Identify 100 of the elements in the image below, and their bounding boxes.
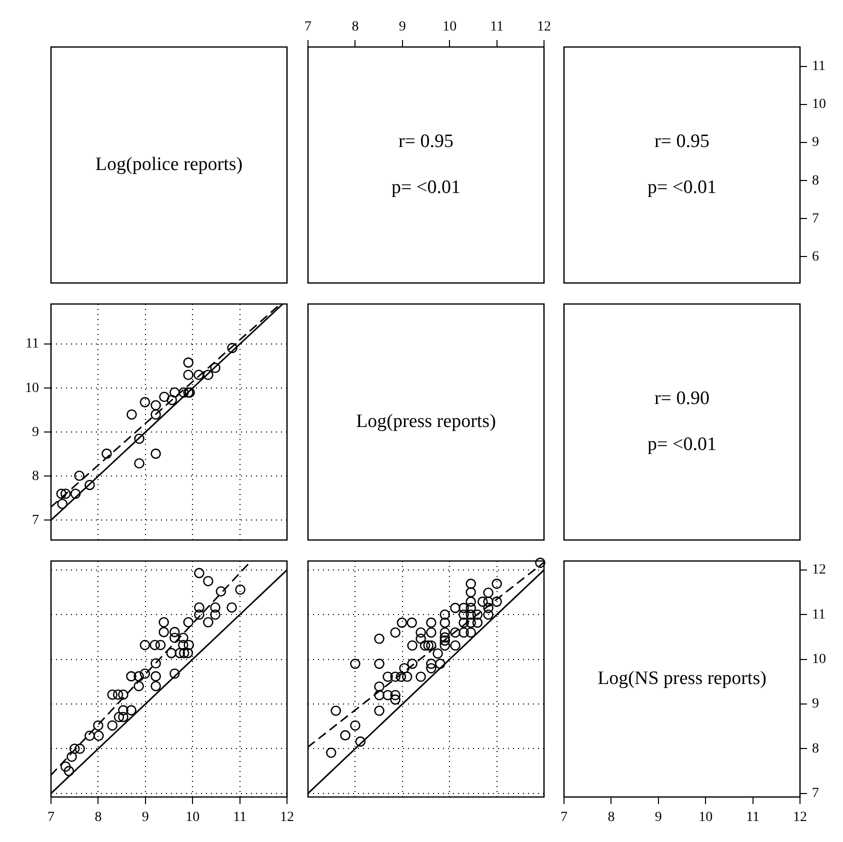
point bbox=[170, 387, 180, 398]
point bbox=[227, 342, 238, 354]
point bbox=[112, 689, 124, 700]
y-tick-label: 11 bbox=[26, 336, 39, 352]
point bbox=[170, 668, 180, 679]
point bbox=[107, 720, 118, 731]
x-tick-label: 9 bbox=[398, 19, 406, 34]
y-tick-label: 9 bbox=[32, 424, 39, 440]
x-tick-label: 12 bbox=[793, 810, 807, 826]
x-tick-label: 11 bbox=[233, 810, 247, 826]
annotation: p= <0.01 bbox=[648, 177, 716, 199]
x-tick-label: 12 bbox=[537, 19, 551, 34]
point bbox=[178, 632, 188, 644]
point bbox=[194, 568, 204, 578]
x-tick-label: 7 bbox=[304, 19, 312, 34]
point bbox=[64, 766, 74, 776]
y-tick-label: 8 bbox=[32, 468, 39, 484]
point bbox=[114, 712, 124, 722]
x-tick-label: 12 bbox=[280, 810, 294, 826]
point bbox=[210, 602, 220, 613]
point bbox=[107, 689, 118, 700]
y-tick-label: 7 bbox=[812, 786, 819, 802]
point bbox=[66, 752, 77, 762]
point bbox=[140, 640, 150, 650]
point bbox=[140, 397, 150, 408]
x-tick-label: 8 bbox=[608, 810, 615, 826]
point bbox=[69, 744, 80, 754]
point bbox=[140, 668, 150, 679]
point bbox=[158, 626, 169, 638]
point bbox=[134, 671, 144, 682]
point bbox=[182, 648, 194, 658]
point bbox=[155, 640, 166, 650]
point bbox=[126, 671, 136, 682]
point bbox=[150, 448, 161, 459]
x-tick-label: 8 bbox=[352, 19, 359, 34]
text: r= 0.90 bbox=[654, 388, 710, 410]
point bbox=[235, 584, 246, 595]
y-tick-label: 10 bbox=[25, 380, 39, 396]
point bbox=[84, 730, 95, 741]
point bbox=[57, 498, 68, 510]
x-tick-label: 11 bbox=[746, 810, 760, 826]
point bbox=[126, 705, 136, 716]
y-tick-label: 10 bbox=[812, 652, 826, 668]
point bbox=[74, 744, 85, 754]
x-tick-label: 11 bbox=[490, 19, 504, 34]
text: p= <0.01 bbox=[648, 434, 716, 456]
point bbox=[60, 488, 71, 499]
y-tick-label: 9 bbox=[812, 696, 819, 712]
point bbox=[203, 617, 214, 628]
point bbox=[216, 586, 226, 597]
point bbox=[150, 658, 161, 669]
point bbox=[226, 602, 237, 613]
point bbox=[70, 488, 81, 499]
annotation: Log(NS press reports) bbox=[598, 668, 766, 690]
point bbox=[174, 648, 186, 658]
point bbox=[166, 648, 177, 658]
point bbox=[134, 681, 144, 692]
point bbox=[118, 705, 128, 716]
annotation: r= 0.95 bbox=[398, 131, 454, 153]
point bbox=[178, 387, 189, 398]
y-tick-label: 8 bbox=[812, 741, 819, 756]
point bbox=[178, 648, 190, 658]
y-tick-label: 6 bbox=[812, 249, 819, 264]
point bbox=[60, 761, 71, 772]
x-tick-label: 10 bbox=[186, 810, 200, 826]
point bbox=[118, 712, 128, 722]
x-tick-label: 9 bbox=[654, 810, 662, 826]
point bbox=[118, 689, 128, 700]
point bbox=[184, 640, 194, 650]
y-tick-label: 9 bbox=[812, 135, 819, 150]
y-tick-label: 11 bbox=[812, 59, 826, 74]
point bbox=[158, 617, 169, 628]
point bbox=[84, 480, 95, 490]
text: Log(press reports) bbox=[356, 411, 496, 433]
point bbox=[150, 400, 161, 410]
point bbox=[56, 488, 67, 499]
point bbox=[102, 448, 112, 459]
point bbox=[166, 394, 177, 406]
point bbox=[170, 632, 180, 644]
x-tick-label: 7 bbox=[48, 810, 54, 826]
point bbox=[194, 370, 204, 380]
x-tick-label: 7 bbox=[560, 810, 568, 826]
point bbox=[150, 409, 161, 420]
y-tick-label: 10 bbox=[812, 97, 826, 112]
point bbox=[178, 640, 188, 650]
point bbox=[194, 602, 204, 613]
point bbox=[210, 362, 220, 373]
point bbox=[183, 617, 194, 628]
point bbox=[183, 370, 194, 380]
point bbox=[203, 370, 214, 380]
point bbox=[93, 720, 104, 731]
annotation: r= 0.95 bbox=[654, 131, 710, 153]
point bbox=[183, 357, 194, 368]
point bbox=[94, 730, 104, 741]
point bbox=[134, 458, 144, 469]
point bbox=[194, 609, 204, 620]
x-tick-label: 9 bbox=[142, 810, 149, 826]
point bbox=[170, 626, 180, 638]
text: Log(police reports) bbox=[95, 154, 243, 176]
y-tick-label: 8 bbox=[812, 173, 819, 188]
